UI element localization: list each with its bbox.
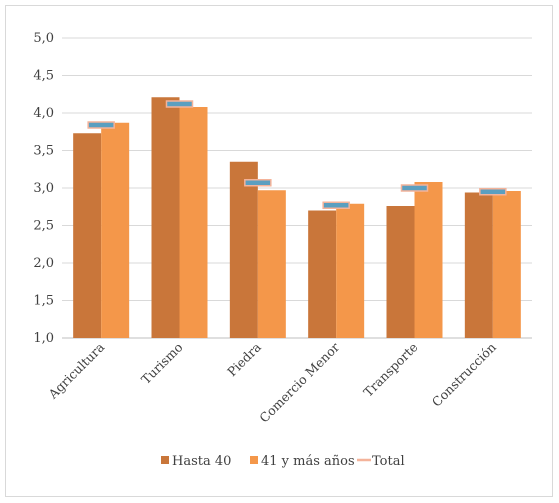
bar-41-y-mas-4 <box>414 182 443 338</box>
y-tick-label: 1,0 <box>33 331 54 346</box>
grid-lines <box>62 37 532 339</box>
bars <box>73 97 521 338</box>
y-tick-label: 4,0 <box>33 106 54 121</box>
total-marker-3 <box>322 201 350 209</box>
x-category-label: Agricultura <box>45 339 108 402</box>
bar-hasta-40-0 <box>73 133 102 338</box>
x-category-label: Comercio Menor <box>256 339 342 425</box>
legend-hasta-40: Hasta 40 <box>161 454 231 469</box>
bar-41-y-mas-3 <box>336 203 365 338</box>
y-axis-ticks: 1,0 1,5 2,0 2,5 3,0 3,5 4,0 4,5 5,0 <box>33 31 54 346</box>
bar-hasta-40-1 <box>151 97 180 338</box>
total-markers <box>87 100 507 209</box>
bar-41-y-mas-5 <box>492 191 521 338</box>
bar-hasta-40-2 <box>229 161 258 338</box>
bar-41-y-mas-1 <box>179 107 208 338</box>
y-tick-label: 4,5 <box>33 69 54 84</box>
legend-41-y-mas-label: 41 y más años <box>261 454 355 469</box>
x-category-label: Piedra <box>224 339 264 379</box>
x-category-label: Turismo <box>138 340 185 387</box>
y-tick-label: 2,5 <box>33 219 54 234</box>
y-tick-label: 3,0 <box>33 181 54 196</box>
total-marker-1 <box>165 100 194 108</box>
total-marker-0 <box>87 121 115 129</box>
legend: Hasta 40 41 y más años Total <box>161 454 405 469</box>
y-tick-label: 1,5 <box>33 294 54 309</box>
x-category-label: Construcción <box>429 340 499 410</box>
y-tick-label: 3,5 <box>33 144 54 159</box>
legend-hasta-40-label: Hasta 40 <box>172 454 231 469</box>
legend-41-y-mas: 41 y más años <box>250 454 355 469</box>
bar-41-y-mas-0 <box>101 122 130 338</box>
y-tick-label: 5,0 <box>33 31 54 46</box>
y-tick-label: 2,0 <box>33 256 54 271</box>
bar-hasta-40-3 <box>308 210 337 338</box>
bar-41-y-mas-2 <box>257 190 286 338</box>
total-marker-4 <box>400 184 429 192</box>
x-category-label: Transporte <box>360 340 420 400</box>
total-marker-2 <box>244 179 272 187</box>
legend-total-label: Total <box>372 454 405 469</box>
legend-41-y-mas-swatch <box>250 456 258 464</box>
bar-hasta-40-4 <box>386 206 415 338</box>
bar-hasta-40-5 <box>464 192 493 338</box>
legend-total: Total <box>357 454 405 469</box>
total-marker-5 <box>479 188 507 196</box>
legend-hasta-40-swatch <box>161 456 169 464</box>
